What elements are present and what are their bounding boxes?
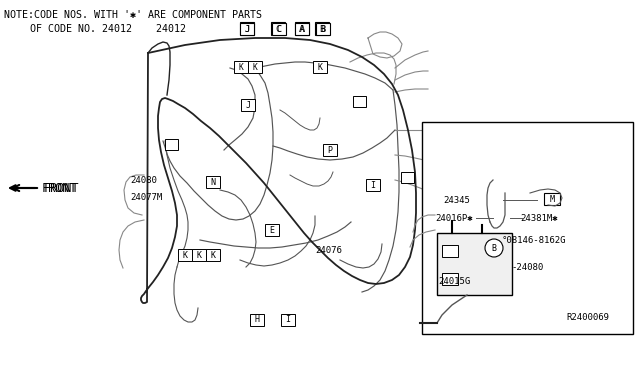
Text: FRONT: FRONT	[44, 182, 79, 195]
Text: R2400069: R2400069	[566, 314, 609, 323]
Bar	[206, 176, 220, 188]
Text: NOTE:CODE NOS. WITH '✱' ARE COMPONENT PARTS: NOTE:CODE NOS. WITH '✱' ARE COMPONENT PA…	[4, 10, 262, 20]
Text: K: K	[317, 62, 323, 71]
Text: K: K	[253, 62, 257, 71]
Text: 24015G: 24015G	[438, 278, 470, 286]
Text: H: H	[255, 315, 259, 324]
Text: I: I	[371, 180, 376, 189]
Text: B: B	[492, 244, 497, 253]
Text: FRONT: FRONT	[42, 182, 77, 195]
Text: 24016P✱: 24016P✱	[435, 214, 472, 222]
Bar	[295, 22, 309, 35]
Bar	[437, 233, 512, 295]
Bar	[323, 144, 337, 156]
Text: B: B	[321, 25, 326, 33]
Bar	[442, 273, 458, 285]
Bar	[422, 122, 633, 334]
Bar	[442, 245, 458, 257]
Text: K: K	[211, 250, 216, 260]
Text: A: A	[300, 25, 305, 33]
Text: °08146-8162G: °08146-8162G	[502, 235, 566, 244]
Text: 24076: 24076	[315, 246, 342, 254]
Bar	[206, 249, 220, 261]
Text: I: I	[285, 315, 291, 324]
Text: 24381M✱: 24381M✱	[520, 214, 557, 222]
Bar	[272, 23, 286, 35]
Bar	[366, 179, 380, 191]
Bar	[165, 139, 178, 150]
Bar	[313, 61, 327, 73]
Bar	[295, 23, 309, 35]
Bar	[265, 224, 279, 236]
Text: C: C	[276, 25, 282, 33]
Bar	[401, 172, 414, 183]
Text: K: K	[239, 62, 243, 71]
Bar	[315, 22, 329, 35]
Text: E: E	[269, 225, 275, 234]
Bar	[240, 23, 254, 35]
Bar	[281, 314, 295, 326]
Bar	[271, 22, 285, 35]
Bar	[192, 249, 206, 261]
Circle shape	[485, 239, 503, 257]
Bar	[250, 314, 264, 326]
Text: -24080: -24080	[511, 263, 543, 273]
Text: K: K	[196, 250, 202, 260]
Text: P: P	[328, 145, 333, 154]
Bar	[316, 23, 330, 35]
Bar	[353, 96, 366, 107]
Bar	[241, 99, 255, 111]
Text: B: B	[319, 25, 324, 33]
Text: 24345: 24345	[443, 196, 470, 205]
Text: J: J	[246, 100, 250, 109]
Bar	[544, 193, 560, 205]
Bar	[178, 249, 192, 261]
Text: OF CODE NO. 24012    24012: OF CODE NO. 24012 24012	[30, 24, 186, 34]
Bar	[240, 22, 254, 35]
Bar	[234, 61, 248, 73]
Text: N: N	[211, 177, 216, 186]
Text: C: C	[275, 25, 281, 33]
Bar	[248, 61, 262, 73]
Text: J: J	[244, 25, 250, 33]
Text: A: A	[300, 25, 305, 33]
Text: J: J	[244, 25, 250, 33]
Text: K: K	[182, 250, 188, 260]
Text: 24080: 24080	[130, 176, 157, 185]
Text: 24077M: 24077M	[130, 192, 163, 202]
Text: M: M	[550, 195, 554, 203]
